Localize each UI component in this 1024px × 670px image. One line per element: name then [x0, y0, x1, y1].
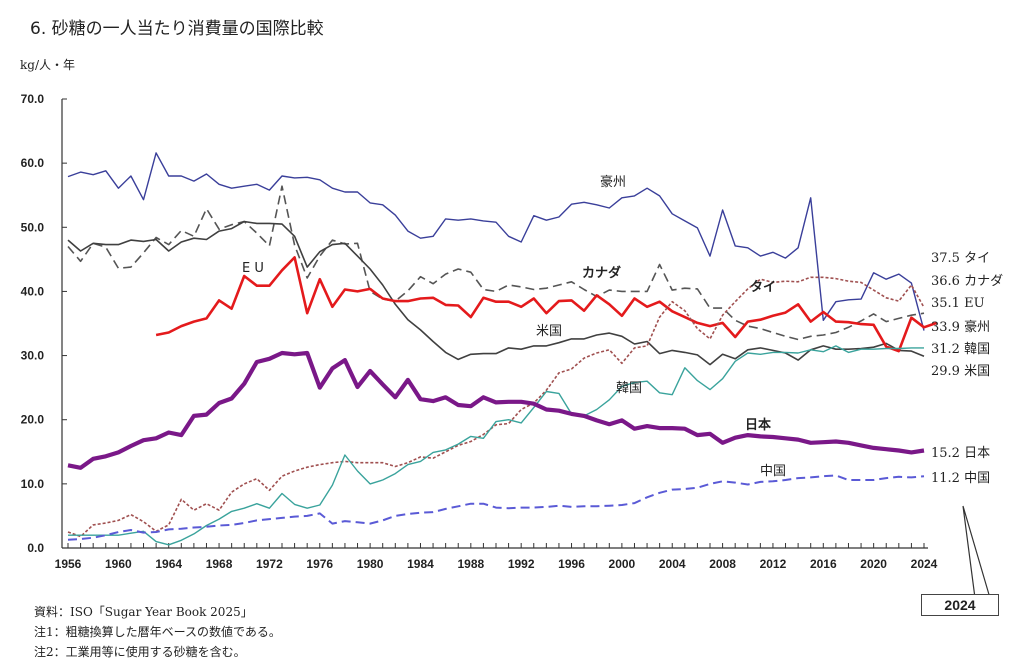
series-end-label: 35.1 EU [931, 296, 985, 311]
x-tick-label: 1988 [457, 557, 484, 571]
series-end-label: 11.2 中国 [931, 471, 990, 486]
x-tick-label: 1976 [306, 557, 333, 571]
series-line-4 [67, 276, 925, 538]
x-tick-label: 1980 [357, 557, 384, 571]
x-tick-label: 2020 [860, 557, 887, 571]
source-note: 資料：ISO「Sugar Year Book 2025」 [34, 605, 253, 619]
series-inline-label: E U [242, 261, 264, 276]
series-line-3 [155, 256, 938, 353]
series-inline-label: 韓国 [616, 381, 642, 396]
series-line-6 [67, 350, 925, 470]
x-tick-label: 1992 [508, 557, 535, 571]
x-tick-label: 2004 [659, 557, 686, 571]
x-tick-label: 1964 [155, 557, 182, 571]
series-end-label: 29.9 米国 [931, 364, 990, 379]
y-tick-label: 20.0 [21, 413, 45, 427]
series-end-label: 15.2 日本 [931, 446, 990, 461]
x-tick-label: 2000 [609, 557, 636, 571]
year-callout: 2024 [921, 594, 999, 616]
series-line-0 [67, 152, 925, 331]
x-tick-label: 1968 [206, 557, 233, 571]
series-end-label: 33.9 豪州 [931, 319, 990, 335]
series-line-1 [67, 185, 925, 341]
x-tick-label: 2016 [810, 557, 837, 571]
callout-pointer [962, 505, 991, 599]
x-tick-label: 1972 [256, 557, 283, 571]
y-tick-label: 40.0 [21, 284, 45, 298]
x-tick-label: 1996 [558, 557, 585, 571]
note-2: 注2：工業用等に使用する砂糖を含む。 [34, 645, 246, 659]
series-line-5 [68, 345, 924, 546]
series-end-label: 31.2 韓国 [931, 342, 990, 357]
note-1: 注1：粗糖換算した暦年ベースの数値である。 [34, 625, 281, 639]
x-tick-label: 1960 [105, 557, 132, 571]
y-tick-label: 30.0 [21, 349, 45, 363]
y-tick-label: 60.0 [21, 156, 45, 170]
x-tick-label: 1956 [55, 557, 82, 571]
series-end-label: 37.5 タイ [931, 251, 990, 266]
chart-title: 6. 砂糖の一人当たり消費量の国際比較 [30, 19, 324, 39]
x-tick-label: 1984 [407, 557, 434, 571]
y-tick-label: 50.0 [21, 220, 45, 234]
series-inline-label: 中国 [760, 464, 786, 479]
series-inline-label: 豪州 [600, 174, 626, 190]
series-inline-label: カナダ [582, 265, 621, 281]
y-axis-unit-label: kg/人・年 [20, 58, 75, 72]
x-tick-label: 2012 [760, 557, 787, 571]
series-inline-label: 日本 [745, 417, 771, 433]
series-line-7 [67, 474, 925, 541]
y-tick-label: 0.0 [27, 541, 44, 555]
series-inline-label: 米国 [536, 324, 562, 339]
y-tick-label: 10.0 [21, 477, 45, 491]
series-inline-label: タイ [750, 280, 776, 295]
series-end-label: 36.6 カナダ [931, 274, 1003, 289]
series-line-2 [67, 220, 925, 366]
y-tick-label: 70.0 [21, 92, 45, 106]
x-tick-label: 2008 [709, 557, 736, 571]
axes: 0.0 10.0 20.0 30.0 40.0 50.0 60.0 70.0 1956 1960 1… [21, 92, 938, 571]
notes: 資料：ISO「Sugar Year Book 2025」 注1：粗糖換算した暦年… [34, 602, 281, 662]
x-tick-label: 2024 [911, 557, 938, 571]
series-group [67, 152, 938, 546]
